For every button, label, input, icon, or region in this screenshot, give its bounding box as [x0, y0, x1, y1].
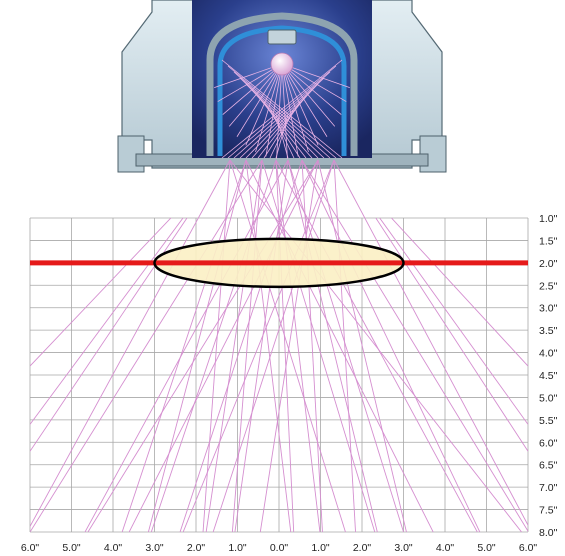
internal-ray [257, 95, 307, 159]
internal-ray [221, 59, 343, 159]
y-tick-label: 7.0" [539, 482, 558, 494]
light-ray [288, 159, 319, 219]
x-tick-label: 1.0" [311, 542, 330, 554]
x-tick-label: 6.0" [21, 542, 40, 554]
light-ray [275, 159, 308, 219]
x-tick-label: 2.0" [353, 542, 372, 554]
internal-ray [239, 77, 325, 159]
light-ray [333, 159, 338, 219]
light-ray [230, 159, 247, 219]
y-axis-labels: 1.0" 1.5" 2.0" 2.5" 3.0" 3.5" 4.0" 4.5" 5.0" 5.5"… [539, 213, 558, 539]
light-ray [333, 159, 366, 219]
light-ray [226, 159, 247, 219]
internal-ray [281, 63, 309, 153]
internal-ray [281, 63, 319, 146]
x-tick-label: 4.0" [436, 542, 455, 554]
internal-ray [228, 63, 283, 127]
light-ray [252, 159, 263, 219]
light-ray [287, 159, 307, 219]
light-ray [301, 159, 331, 219]
y-tick-label: 6.0" [539, 437, 558, 449]
internal-ray [245, 63, 283, 146]
light-ray [30, 218, 188, 452]
light-ray [245, 159, 276, 219]
light-ray [255, 159, 289, 219]
y-tick-label: 8.0" [539, 527, 558, 539]
light-fixture [117, 0, 447, 173]
y-tick-label: 4.0" [539, 348, 558, 360]
light-ray [314, 159, 335, 219]
internal-ray [281, 63, 328, 137]
internal-ray [227, 65, 337, 159]
light-ray [229, 159, 276, 219]
lamp-bulb [270, 52, 294, 76]
y-tick-label: 4.5" [539, 370, 558, 382]
light-ray [310, 159, 335, 219]
internal-ray [214, 63, 283, 89]
reflector-shell [206, 12, 358, 156]
light-ray [287, 159, 303, 219]
internal-ray [275, 113, 289, 159]
light-ray [225, 159, 263, 219]
reflected-rays-inside [214, 59, 350, 159]
illumination-spot-outline [153, 237, 405, 289]
internal-ray [263, 101, 301, 159]
internal-ray [269, 107, 295, 159]
light-ray [261, 159, 281, 219]
light-ray [282, 159, 303, 219]
light-ray [275, 159, 284, 219]
y-tick-label: 1.0" [539, 213, 558, 225]
y-tick-label: 3.5" [539, 325, 558, 337]
light-ray [364, 218, 528, 527]
light-ray [30, 218, 199, 528]
x-tick-label: 4.0" [104, 542, 123, 554]
x-tick-label: 5.0" [62, 542, 81, 554]
y-tick-label: 1.5" [539, 235, 558, 247]
light-ray [229, 159, 249, 219]
y-tick-label: 5.5" [539, 415, 558, 427]
internal-ray [281, 63, 350, 89]
x-tick-label: 1.0" [228, 542, 247, 554]
light-ray [301, 159, 338, 219]
light-ray [308, 159, 319, 219]
light-ray [379, 218, 528, 425]
light-ray [225, 159, 231, 219]
reflector-inner [217, 25, 347, 156]
light-ray [275, 159, 280, 219]
x-axis-labels: 6.0" 5.0" 4.0" 3.0" 2.0" 1.0" 0.0" 1.0" 2.0" 3.0"… [21, 542, 538, 554]
light-ray [197, 159, 231, 219]
light-ray [256, 159, 277, 219]
x-tick-label: 5.0" [477, 542, 496, 554]
light-ray [256, 159, 263, 219]
x-tick-label: 0.0" [270, 542, 289, 554]
y-tick-label: 7.5" [539, 505, 558, 517]
y-tick-label: 2.0" [539, 258, 558, 270]
y-tick-label: 3.0" [539, 303, 558, 315]
x-tick-label: 6.0" [519, 542, 538, 554]
y-tick-label: 2.5" [539, 280, 558, 292]
y-tick-label: 5.0" [539, 392, 558, 404]
x-tick-label: 3.0" [145, 542, 164, 554]
working-distance-highlight [30, 237, 528, 289]
light-ray [279, 159, 289, 219]
internal-ray [281, 63, 336, 127]
x-tick-label: 2.0" [187, 542, 206, 554]
y-tick-label: 6.5" [539, 460, 558, 472]
light-ray [30, 218, 184, 425]
internal-ray [233, 71, 331, 159]
internal-ray [255, 63, 283, 153]
internal-ray [236, 63, 283, 137]
light-ray [375, 218, 528, 452]
light-ray [245, 159, 254, 219]
light-ray [281, 159, 319, 219]
lamp-socket [267, 29, 297, 45]
x-tick-label: 3.0" [394, 542, 413, 554]
